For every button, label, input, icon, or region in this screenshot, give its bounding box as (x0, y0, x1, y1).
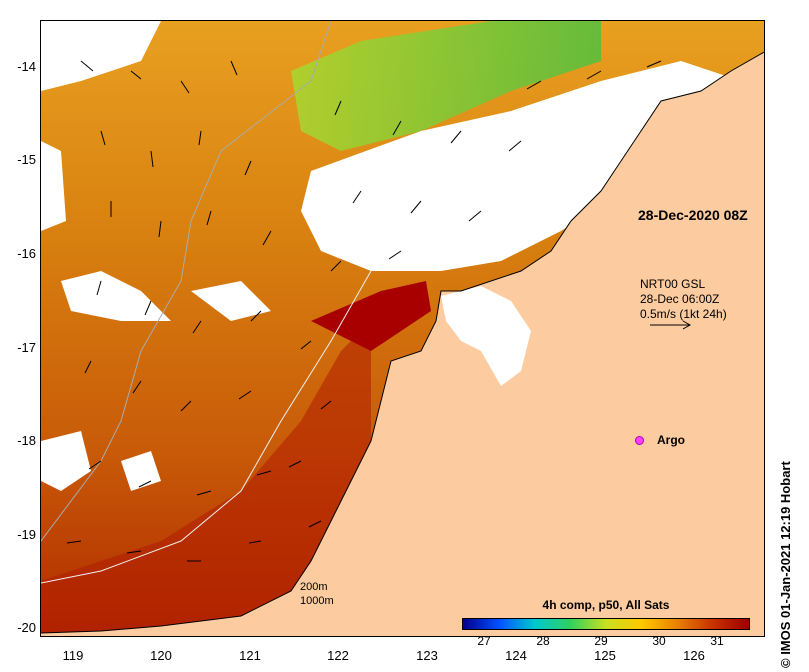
lon-tick-label: 119 (62, 648, 84, 663)
colorbar-title: 4h comp, p50, All Sats (542, 598, 670, 612)
colorbar-tick-label: 30 (652, 634, 666, 648)
argo-label: Argo (657, 433, 685, 447)
sst-map[interactable] (40, 20, 765, 637)
vector-scale-arrow (650, 320, 692, 330)
lon-tick-label: 123 (416, 648, 438, 663)
warm-sst-patch (311, 281, 431, 351)
product-info: NRT00 GSL 28-Dec 06:00Z 0.5m/s (1kt 24h) (640, 277, 727, 322)
isobath-legend: 200m 1000m (300, 580, 334, 608)
coastline (41, 51, 764, 634)
lat-tick-label: -14 (17, 59, 36, 74)
cloud-mask (41, 141, 66, 231)
current-vectors (66, 60, 662, 562)
lon-tick-label: 120 (150, 648, 172, 663)
lon-tick-label: 122 (327, 648, 349, 663)
colorbar-tick-label: 27 (477, 634, 491, 648)
cloud-mask (301, 61, 741, 271)
sst-map-canvas (41, 21, 764, 636)
colorbar-tick-label: 29 (594, 634, 608, 648)
lon-tick-label: 124 (505, 648, 527, 663)
lat-tick-label: -20 (17, 620, 36, 635)
warm-sst-patch (41, 321, 371, 636)
king-sound (441, 286, 531, 386)
colorbar-tick-label: 31 (710, 634, 724, 648)
argo-float-marker[interactable] (635, 436, 644, 445)
product-time: 28-Dec 06:00Z (640, 292, 720, 306)
isobath-legend-200m: 200m (300, 581, 328, 593)
colorbar-tick-label: 28 (536, 634, 550, 648)
cloud-mask (41, 21, 161, 91)
vector-scale-label: 0.5m/s (1kt 24h) (640, 307, 727, 321)
land-mass (41, 52, 764, 636)
isobath-1000m (41, 21, 332, 542)
lon-tick-label: 125 (594, 648, 616, 663)
lon-tick-label: 126 (683, 648, 705, 663)
isobath-200m (41, 270, 372, 584)
credit-label: © IMOS 01-Jan-2021 12:19 Hobart (778, 461, 793, 668)
lat-tick-label: -19 (17, 527, 36, 542)
cloud-mask (41, 431, 91, 491)
date-label: 28-Dec-2020 08Z (638, 207, 748, 223)
lat-tick-label: -18 (17, 433, 36, 448)
lon-tick-label: 121 (239, 648, 261, 663)
lat-tick-label: -17 (17, 340, 36, 355)
isobath-legend-1000m: 1000m (300, 595, 334, 607)
cool-sst-patch (291, 21, 601, 151)
lat-tick-label: -16 (17, 246, 36, 261)
lat-tick-label: -15 (17, 152, 36, 167)
product-name: NRT00 GSL (640, 277, 706, 291)
colorbar (462, 618, 750, 630)
cloud-mask (61, 271, 171, 321)
cloud-mask (191, 281, 271, 321)
